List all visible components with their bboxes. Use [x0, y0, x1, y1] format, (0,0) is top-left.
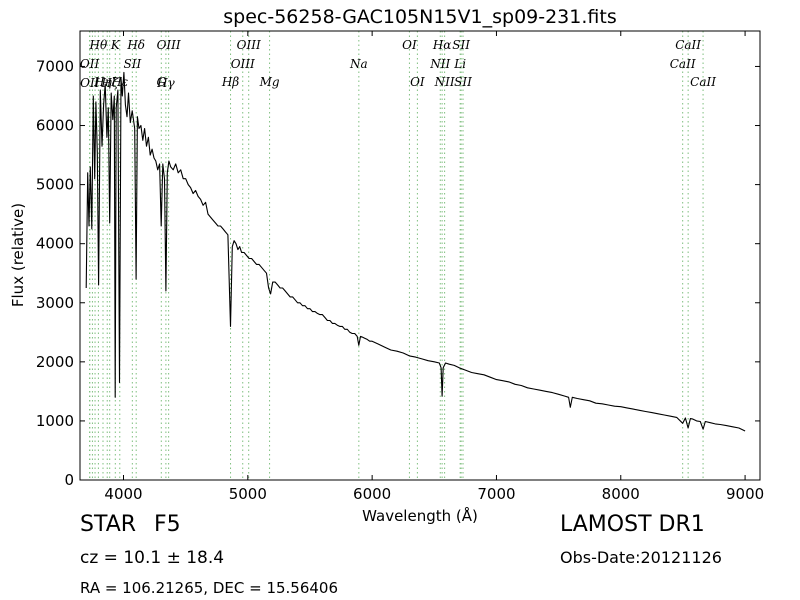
marker-label: Na [349, 57, 368, 71]
marker-label: Li [453, 57, 466, 71]
y-tick-label: 0 [64, 471, 74, 489]
marker-label: Hδ [126, 38, 145, 52]
x-tick-label: 5000 [229, 485, 267, 503]
marker-label: Hθ [89, 38, 108, 52]
x-tick-label: 4000 [104, 485, 142, 503]
x-axis: 4000 5000 6000 7000 8000 9000 [104, 31, 764, 503]
marker-label: Hα [432, 38, 452, 52]
spectrum-line [85, 71, 746, 432]
marker-lines-layer [89, 31, 704, 480]
marker-label: OIII [157, 38, 181, 52]
marker-label: OIII [237, 38, 261, 52]
marker-labels-layer: OIIOIIHθHηHζKHεSIIHδGHγOIIIHβOIIIOIIIMgN… [80, 38, 716, 90]
marker-label: SII [454, 75, 472, 89]
object-class: STAR F5 [80, 512, 181, 537]
x-axis-label: Wavelength (Å) [362, 506, 478, 525]
marker-label: SII [123, 57, 141, 71]
obs-date-text: Obs-Date:20121126 [560, 548, 722, 567]
x-tick-label: 9000 [726, 485, 764, 503]
coordinates-text: RA = 106.21265, DEC = 15.56406 [80, 579, 339, 597]
marker-label: G [157, 75, 167, 89]
marker-label: Hη [93, 75, 112, 89]
y-axis: 0 1000 2000 3000 4000 5000 6000 7000 [36, 57, 760, 489]
marker-label: OIII [231, 57, 255, 71]
object-class-label: STAR [80, 512, 137, 537]
marker-label: K [110, 38, 121, 52]
chart-title: spec-56258-GAC105N15V1_sp09-231.fits [223, 6, 616, 28]
marker-label: CaII [670, 57, 696, 71]
marker-label: CaII [690, 75, 716, 89]
x-tick-label: 6000 [353, 485, 391, 503]
y-tick-label: 1000 [36, 412, 74, 430]
plot-frame [79, 30, 761, 481]
y-tick-label: 6000 [36, 117, 74, 135]
marker-label: CaII [675, 38, 701, 52]
marker-label: NII [434, 75, 455, 89]
y-tick-label: 5000 [36, 176, 74, 194]
marker-label: Hγ [156, 76, 175, 90]
survey-label: LAMOST DR1 [560, 512, 705, 537]
object-subclass-label: F5 [154, 512, 181, 537]
y-tick-label: 4000 [36, 235, 74, 253]
marker-label: Mg [259, 75, 280, 89]
marker-label: Hε [110, 75, 128, 89]
redshift-text: cz = 10.1 ± 18.4 [80, 548, 225, 568]
y-tick-label: 3000 [36, 294, 74, 312]
marker-label: OII [80, 76, 100, 90]
marker-label: OI [402, 38, 417, 52]
marker-label: OI [410, 75, 425, 89]
y-tick-label: 7000 [36, 57, 74, 75]
marker-label: OII [80, 57, 100, 71]
x-tick-label: 8000 [602, 485, 640, 503]
marker-label: NII [429, 57, 450, 71]
y-axis-label: Flux (relative) [9, 203, 27, 307]
y-tick-label: 2000 [36, 353, 74, 371]
marker-label: Hβ [221, 75, 239, 89]
marker-label: SII [452, 38, 470, 52]
x-tick-label: 7000 [477, 485, 515, 503]
